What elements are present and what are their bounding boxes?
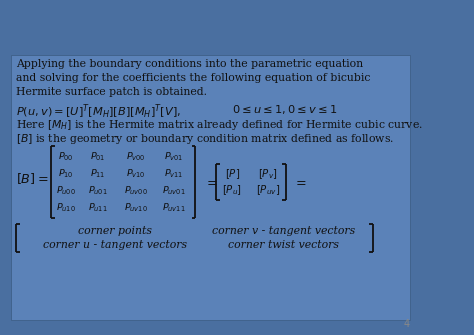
FancyBboxPatch shape (10, 55, 410, 320)
Text: $[P_{uv}]$: $[P_{uv}]$ (256, 183, 280, 197)
Text: $P_{v11}$: $P_{v11}$ (164, 167, 183, 180)
Text: $=$: $=$ (293, 176, 307, 189)
Text: $[B]$ is the geometry or boundary condition matrix defined as follows.: $[B]$ is the geometry or boundary condit… (16, 132, 394, 146)
Text: $[B]=$: $[B]=$ (16, 172, 48, 187)
Text: $0\leq u\leq 1, 0\leq v\leq 1$: $0\leq u\leq 1, 0\leq v\leq 1$ (232, 103, 338, 116)
Text: corner points: corner points (78, 226, 152, 236)
Text: $P_{uv10}$: $P_{uv10}$ (124, 201, 148, 214)
Text: $P_{u01}$: $P_{u01}$ (88, 184, 108, 197)
Text: $P_{u11}$: $P_{u11}$ (88, 201, 108, 214)
Text: $=$: $=$ (204, 176, 218, 189)
Text: Applying the boundary conditions into the parametric equation: Applying the boundary conditions into th… (16, 59, 363, 69)
Text: $P_{00}$: $P_{00}$ (58, 150, 73, 163)
Text: Here $[M_H]$ is the Hermite matrix already defined for Hermite cubic curve.: Here $[M_H]$ is the Hermite matrix alrea… (16, 118, 423, 132)
Text: $P_{v10}$: $P_{v10}$ (126, 167, 146, 180)
Text: $P_{u10}$: $P_{u10}$ (55, 201, 76, 214)
Text: corner v - tangent vectors: corner v - tangent vectors (212, 226, 356, 236)
Text: Hermite surface patch is obtained.: Hermite surface patch is obtained. (16, 87, 207, 97)
Text: $P_{v00}$: $P_{v00}$ (126, 150, 146, 163)
Text: $P_{uv11}$: $P_{uv11}$ (162, 201, 186, 214)
Text: $P_{10}$: $P_{10}$ (58, 167, 73, 180)
Text: $[P]$: $[P]$ (225, 167, 240, 181)
Text: corner u - tangent vectors: corner u - tangent vectors (43, 240, 187, 250)
Text: $P(u,v) =[U]^T[M_H][B][M_H]^T[V],$: $P(u,v) =[U]^T[M_H][B][M_H]^T[V],$ (16, 103, 181, 121)
Text: $[P_v]$: $[P_v]$ (258, 167, 278, 181)
Text: $P_{v01}$: $P_{v01}$ (164, 150, 183, 163)
Text: $P_{uv00}$: $P_{uv00}$ (124, 184, 148, 197)
Text: 4: 4 (404, 319, 410, 329)
Text: $P_{11}$: $P_{11}$ (90, 167, 105, 180)
Text: and solving for the coefficients the following equation of bicubic: and solving for the coefficients the fol… (16, 73, 370, 83)
Text: $P_{u00}$: $P_{u00}$ (55, 184, 76, 197)
Text: $[P_u]$: $[P_u]$ (222, 183, 242, 197)
Text: $P_{uv01}$: $P_{uv01}$ (162, 184, 186, 197)
Text: corner twist vectors: corner twist vectors (228, 240, 339, 250)
Text: $P_{01}$: $P_{01}$ (90, 150, 105, 163)
